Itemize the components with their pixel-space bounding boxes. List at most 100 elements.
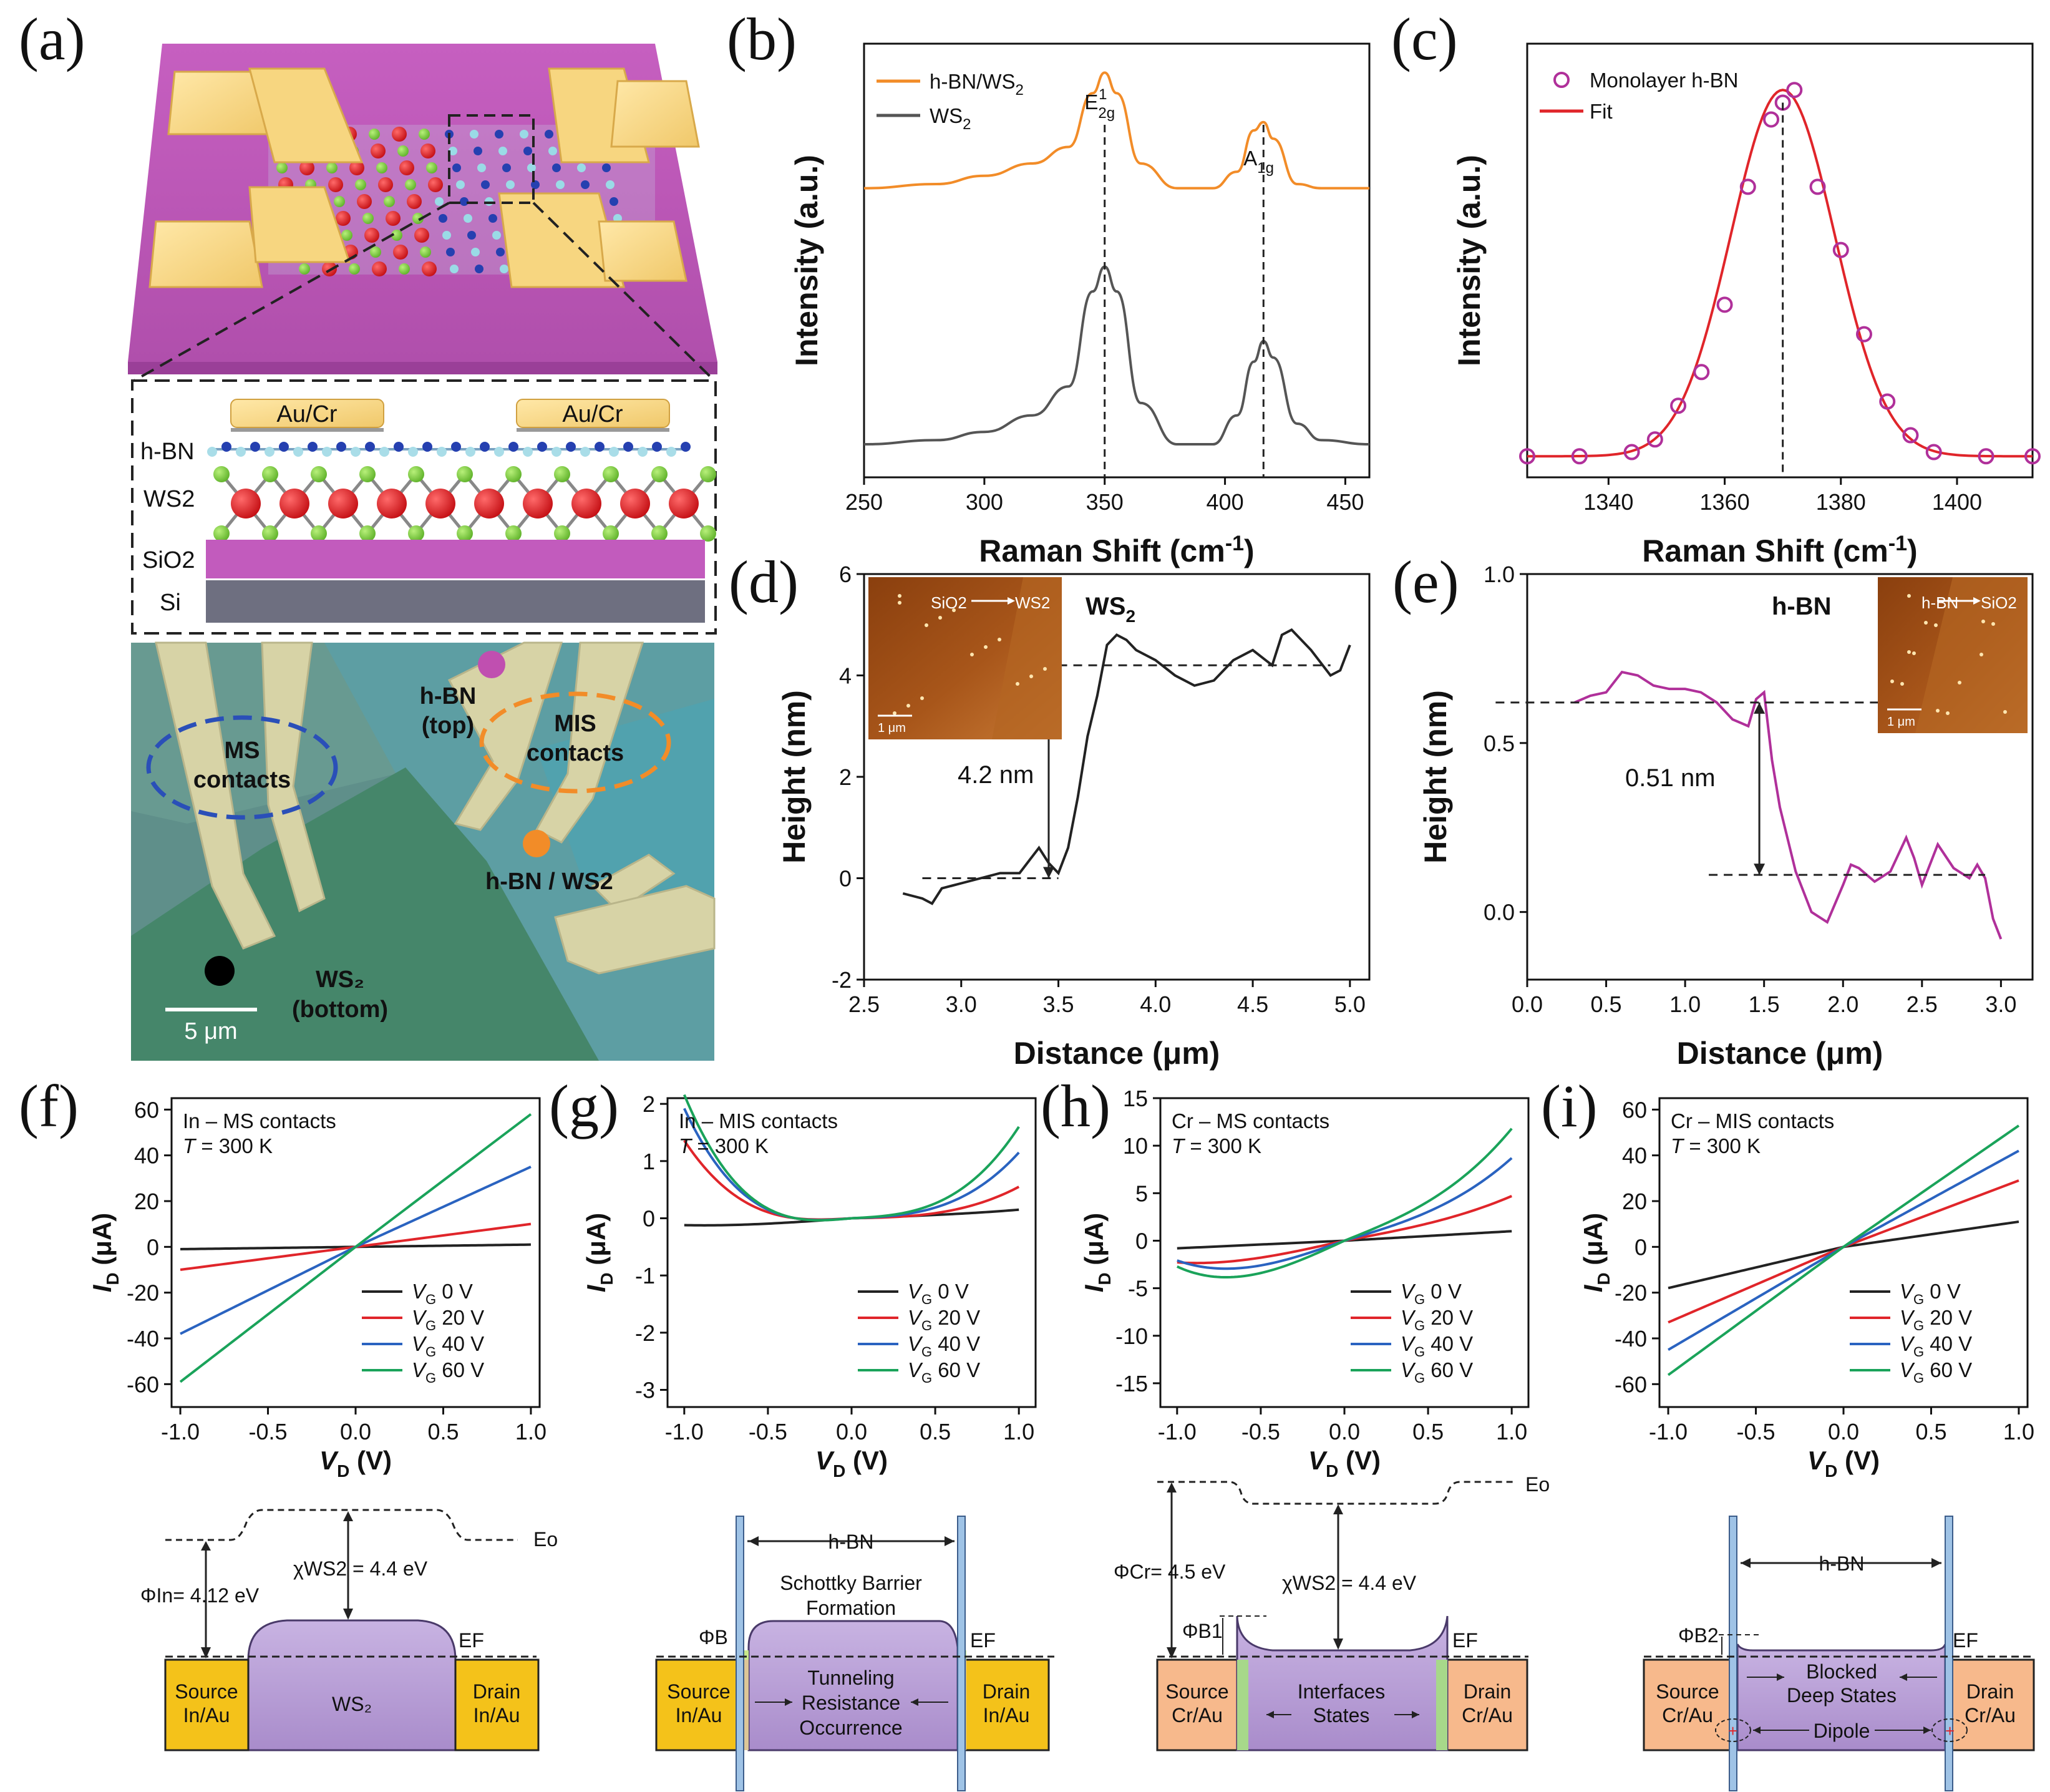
lattice-atom <box>506 180 515 189</box>
lattice-atom <box>474 147 482 155</box>
lattice-atom <box>552 163 561 172</box>
diag-f-ef: EF <box>459 1629 484 1652</box>
sulfur-atom <box>457 525 473 542</box>
afm-particle <box>984 645 988 649</box>
y-tick-label: -2 <box>635 1320 655 1346</box>
afm-particle <box>2003 710 2007 714</box>
data-point <box>1716 296 1733 313</box>
lattice-atom <box>548 147 557 155</box>
y-axis-label: Intensity (a.u.) <box>1452 155 1487 366</box>
afm-particle <box>1934 623 1938 627</box>
chart-note-contacts: Cr – MS contacts <box>1172 1109 1329 1132</box>
lattice-atom <box>378 177 393 192</box>
lattice-atom <box>439 214 447 223</box>
lattice-atom <box>520 130 528 139</box>
sulfur-atom <box>603 466 619 482</box>
lattice-atom <box>299 263 310 275</box>
ms-contacts-label-2: contacts <box>193 767 291 793</box>
inset-arrow-head <box>1008 597 1015 605</box>
diag-i-source-2: Cr/Au <box>1662 1704 1713 1726</box>
diag-f-source-1: Source <box>175 1680 238 1703</box>
lattice-atom <box>412 213 424 224</box>
panel-label-b: (b) <box>727 6 797 72</box>
series-line-ws2 <box>863 265 1370 446</box>
diag-h-band <box>1236 1615 1449 1751</box>
afm-particle <box>1029 674 1033 678</box>
y-axis-label: ID (μA) <box>1079 1213 1114 1293</box>
lattice-atom <box>336 211 351 226</box>
afm-particle <box>1900 682 1904 686</box>
data-point <box>1670 397 1687 414</box>
hbn-atom <box>336 442 346 452</box>
data-point <box>1571 448 1588 465</box>
data-point <box>1856 326 1872 343</box>
iv-curve-0 <box>1668 1220 2019 1290</box>
chart-note-temp: T = 300 K <box>183 1134 273 1157</box>
sulfur-atom <box>700 466 716 482</box>
y-axis-label: Height (nm) <box>1418 690 1453 864</box>
mis-contacts-ellipse <box>479 691 671 794</box>
y-tick-label: -2 <box>832 967 852 993</box>
afm-particle <box>1924 621 1928 625</box>
diag-g-source-1: Source <box>667 1680 730 1703</box>
x-tick-label: 250 <box>845 489 883 515</box>
lattice-atom <box>399 160 414 175</box>
panel-label-d: (d) <box>729 548 799 615</box>
diag-g-schottky-1: Schottky Barrier <box>780 1572 922 1594</box>
scale-bar-label: 5 μm <box>184 1018 237 1045</box>
x-tick-label: 1380 <box>1816 489 1866 515</box>
x-tick-label: -0.5 <box>1737 1419 1776 1444</box>
iv-curve-1 <box>1177 1195 1512 1265</box>
sulfur-atom <box>213 466 230 482</box>
x-axis-label: Distance (μm) <box>1677 1036 1883 1071</box>
tungsten-atom <box>377 489 407 519</box>
inset-label-left: h-BN <box>1921 593 1958 612</box>
y-tick-label: -60 <box>1615 1371 1647 1397</box>
afm-particle <box>952 608 956 612</box>
y-tick-label: 4 <box>839 663 852 689</box>
lattice-atom <box>334 196 345 207</box>
diag-i-ef: EF <box>1953 1629 1978 1652</box>
x-tick-label: -1.0 <box>1649 1419 1688 1444</box>
panel-label-i: (i) <box>1541 1073 1598 1139</box>
sulfur-atom <box>554 466 570 482</box>
mis-contacts-label-1: MIS <box>554 711 596 737</box>
arrow-head <box>1754 864 1766 875</box>
y-tick-label: -60 <box>127 1371 159 1397</box>
lattice-atom <box>471 248 480 256</box>
diag-i-phib: ΦB2 <box>1678 1624 1719 1647</box>
iv-curve-3 <box>179 1113 532 1383</box>
x-tick-label: 0.0 <box>1329 1419 1360 1444</box>
ws2-bottom-label-2: (bottom) <box>292 996 388 1023</box>
diag-f-drain-2: In/Au <box>474 1704 520 1726</box>
x-axis-label: VD (V) <box>1807 1446 1880 1481</box>
x-tick-label: 0.0 <box>340 1419 371 1444</box>
hbn-atom <box>652 442 662 452</box>
lattice-atom <box>349 160 364 175</box>
data-point <box>1925 444 1942 460</box>
diag-i-hbn-label: h-BN <box>1819 1552 1865 1575</box>
hbn-atom <box>638 447 648 457</box>
data-point <box>1646 431 1663 448</box>
lattice-atom <box>355 179 366 190</box>
legend-marker <box>1553 72 1570 88</box>
data-point <box>1786 82 1803 99</box>
legend-label: VG 60 V <box>412 1358 484 1386</box>
diag-i-band <box>1736 1643 1946 1751</box>
lattice-atom <box>370 246 381 258</box>
y-axis-label: ID (μA) <box>1578 1213 1613 1293</box>
diag-i-dipole: Dipole <box>1814 1720 1870 1742</box>
sulfur-atom <box>408 466 424 482</box>
panel-label-a: (a) <box>19 6 85 72</box>
y-axis-label: ID (μA) <box>581 1213 616 1293</box>
lattice-atom <box>393 245 408 260</box>
tungsten-atom <box>279 489 309 519</box>
x-tick-label: 2.5 <box>1907 991 1938 1017</box>
sulfur-atom <box>408 525 424 542</box>
legend-label: VG 0 V <box>1900 1280 1961 1307</box>
hbn-atom <box>508 442 518 452</box>
hbn-atom <box>365 442 375 452</box>
y-axis-label: Height (nm) <box>777 690 812 864</box>
